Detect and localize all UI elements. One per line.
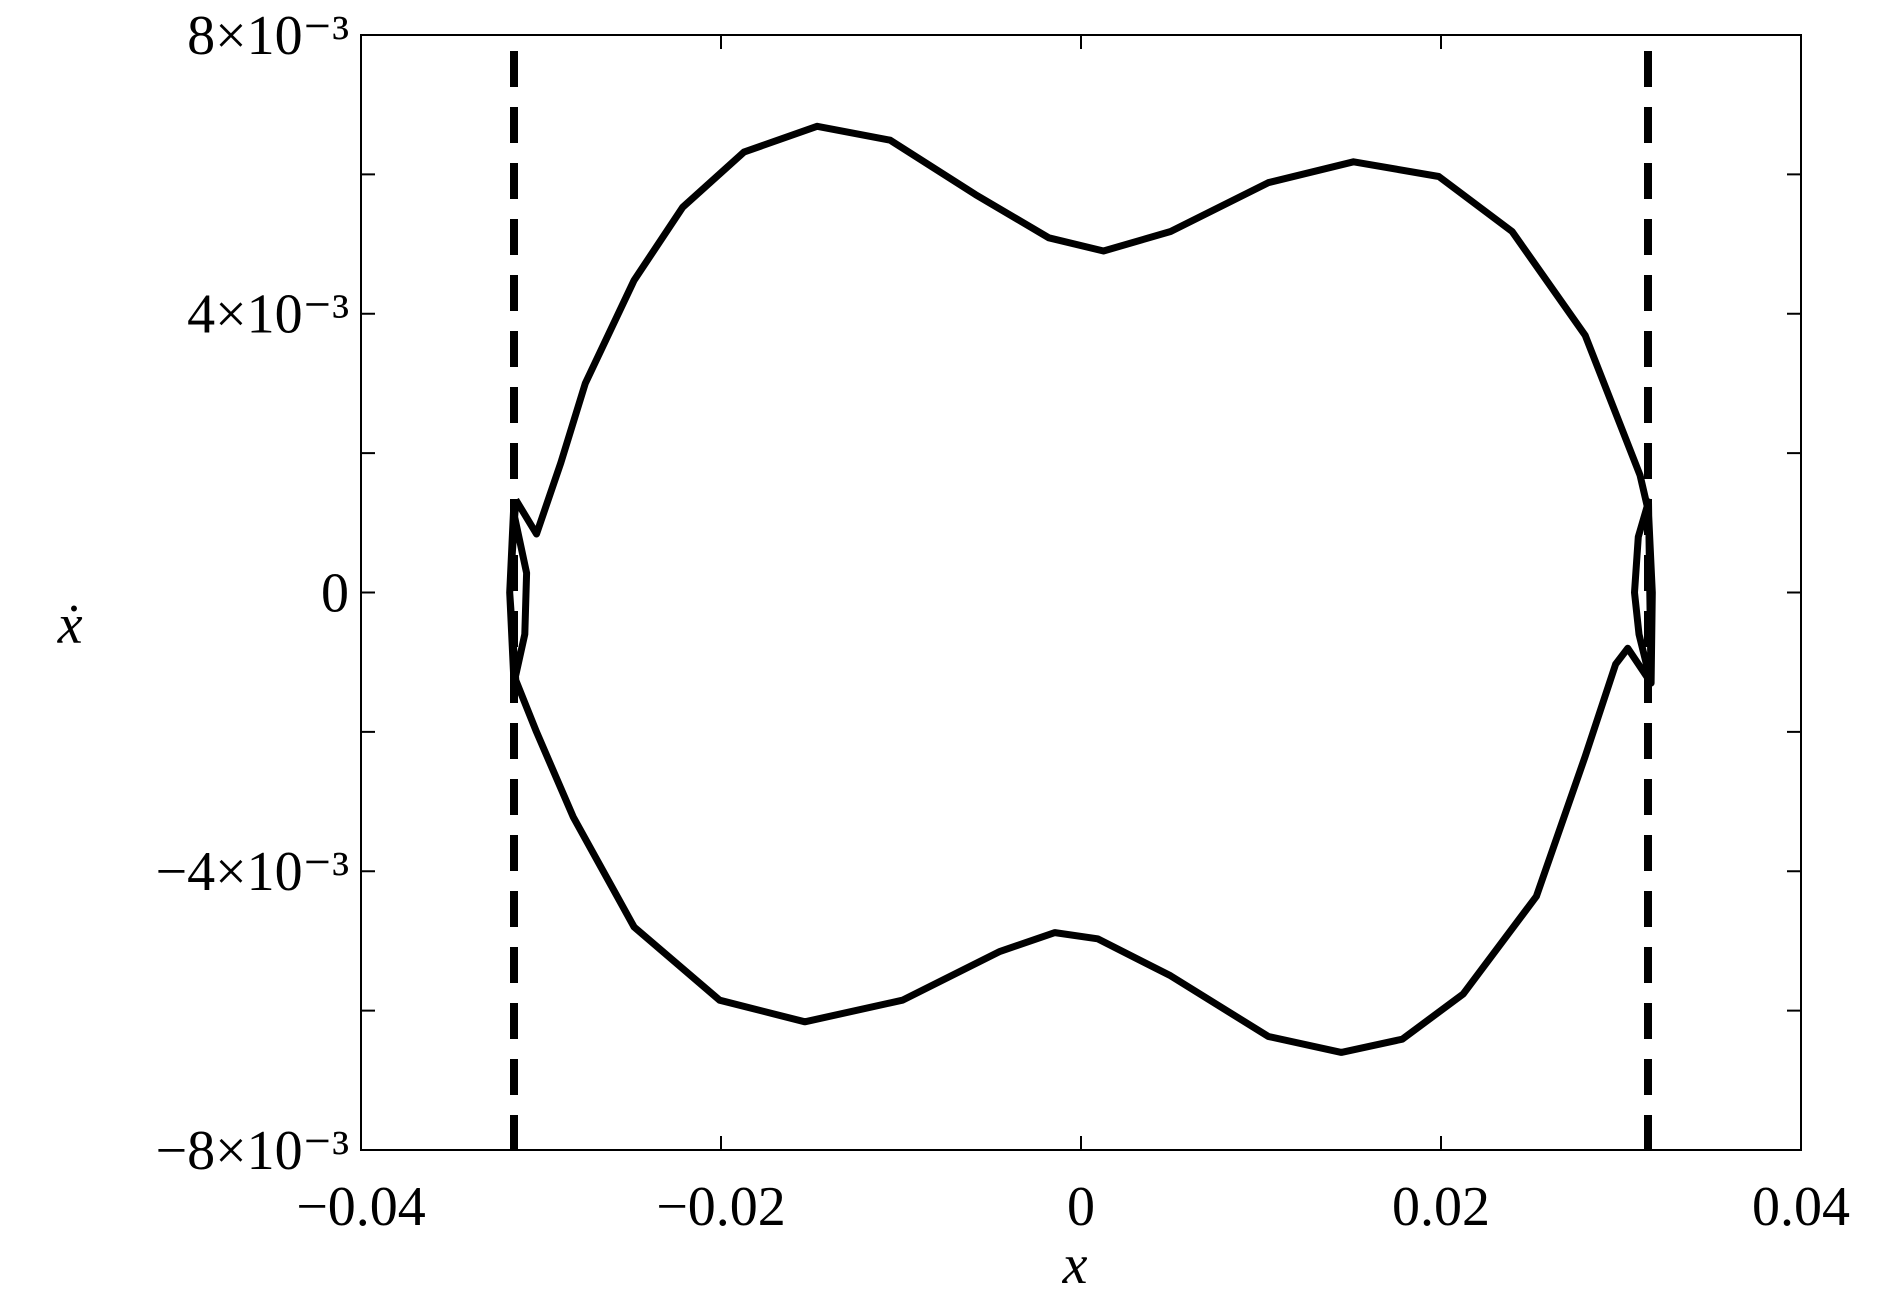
x-tick-label: 0 [1067,1176,1095,1238]
x-tick-label: 0.04 [1752,1176,1850,1238]
trajectory [506,122,1656,1056]
y-tick-label: 0 [321,562,349,624]
x-axis-label: x [1062,1234,1088,1296]
y-tick-label: 4×10⁻³ [187,284,349,346]
y-axis-label: ẋ [57,594,83,656]
y-tick-label: −8×10⁻³ [155,1120,349,1182]
plot-frame [360,34,1802,1151]
x-tick-label: 0.02 [1392,1176,1490,1238]
y-tick-label: −4×10⁻³ [155,841,349,903]
y-tick-label: 8×10⁻³ [187,5,349,67]
x-tick-label: −0.02 [656,1176,786,1238]
x-tick-label: −0.04 [296,1176,426,1238]
